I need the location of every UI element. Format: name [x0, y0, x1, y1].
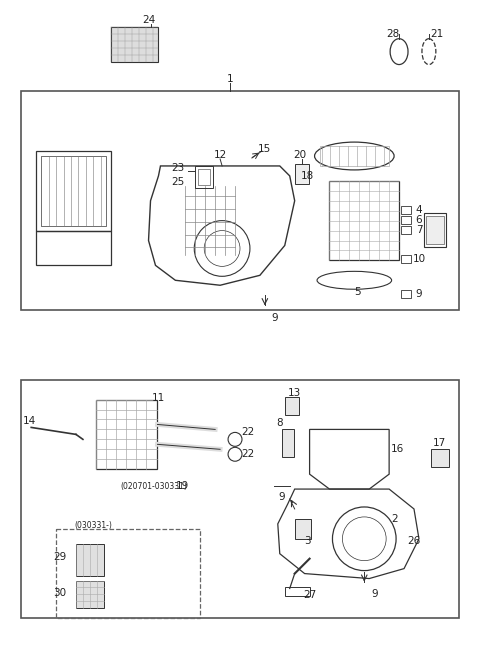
- Text: 5: 5: [354, 287, 360, 297]
- Bar: [285, 397, 299, 415]
- Text: 27: 27: [303, 590, 316, 600]
- Bar: [21, 380, 459, 618]
- Text: 7: 7: [416, 225, 422, 235]
- Text: 10: 10: [412, 254, 426, 264]
- Bar: [329, 181, 399, 260]
- Text: 15: 15: [258, 144, 271, 154]
- Text: 3: 3: [304, 536, 311, 546]
- Text: 1: 1: [227, 74, 233, 84]
- Text: (030331-): (030331-): [74, 521, 112, 530]
- Text: 6: 6: [416, 215, 422, 225]
- Bar: [401, 256, 411, 264]
- Bar: [76, 581, 104, 608]
- Text: 22: 22: [241, 428, 254, 438]
- Bar: [56, 529, 200, 618]
- Text: 2: 2: [391, 514, 397, 524]
- Bar: [285, 587, 310, 596]
- Bar: [111, 27, 158, 61]
- Text: 26: 26: [408, 536, 420, 546]
- Text: 21: 21: [430, 29, 444, 39]
- Text: 20: 20: [293, 150, 306, 160]
- Bar: [195, 166, 213, 188]
- Bar: [295, 164, 309, 184]
- Text: 17: 17: [433, 438, 446, 448]
- Bar: [41, 156, 106, 225]
- Bar: [282, 430, 294, 457]
- Text: 9: 9: [272, 313, 278, 323]
- Text: 11: 11: [152, 393, 165, 403]
- Text: 22: 22: [241, 449, 254, 459]
- Text: 14: 14: [23, 416, 36, 426]
- Text: 28: 28: [386, 29, 400, 39]
- Text: 30: 30: [53, 588, 66, 598]
- Bar: [401, 206, 411, 214]
- Text: 13: 13: [288, 387, 301, 397]
- Text: 9: 9: [278, 492, 285, 502]
- Bar: [431, 449, 449, 467]
- Bar: [295, 519, 311, 539]
- Text: 19: 19: [175, 481, 189, 491]
- Bar: [36, 151, 111, 231]
- Text: 16: 16: [390, 444, 404, 454]
- Bar: [401, 225, 411, 233]
- Bar: [424, 213, 446, 248]
- Text: 29: 29: [53, 552, 66, 561]
- Bar: [76, 544, 104, 575]
- Text: 18: 18: [301, 171, 314, 181]
- Bar: [320, 146, 389, 166]
- Bar: [401, 290, 411, 298]
- Text: 25: 25: [172, 177, 185, 187]
- Text: 8: 8: [276, 418, 283, 428]
- Text: (020701-030331): (020701-030331): [120, 482, 188, 490]
- Bar: [198, 169, 210, 185]
- Bar: [96, 399, 157, 469]
- Bar: [21, 92, 459, 310]
- Text: 12: 12: [214, 150, 227, 160]
- Bar: [401, 215, 411, 223]
- Text: 23: 23: [172, 163, 185, 173]
- Text: 4: 4: [416, 205, 422, 215]
- Text: 9: 9: [416, 289, 422, 299]
- Bar: [426, 215, 444, 244]
- Text: 24: 24: [142, 14, 155, 25]
- Text: 9: 9: [371, 589, 378, 600]
